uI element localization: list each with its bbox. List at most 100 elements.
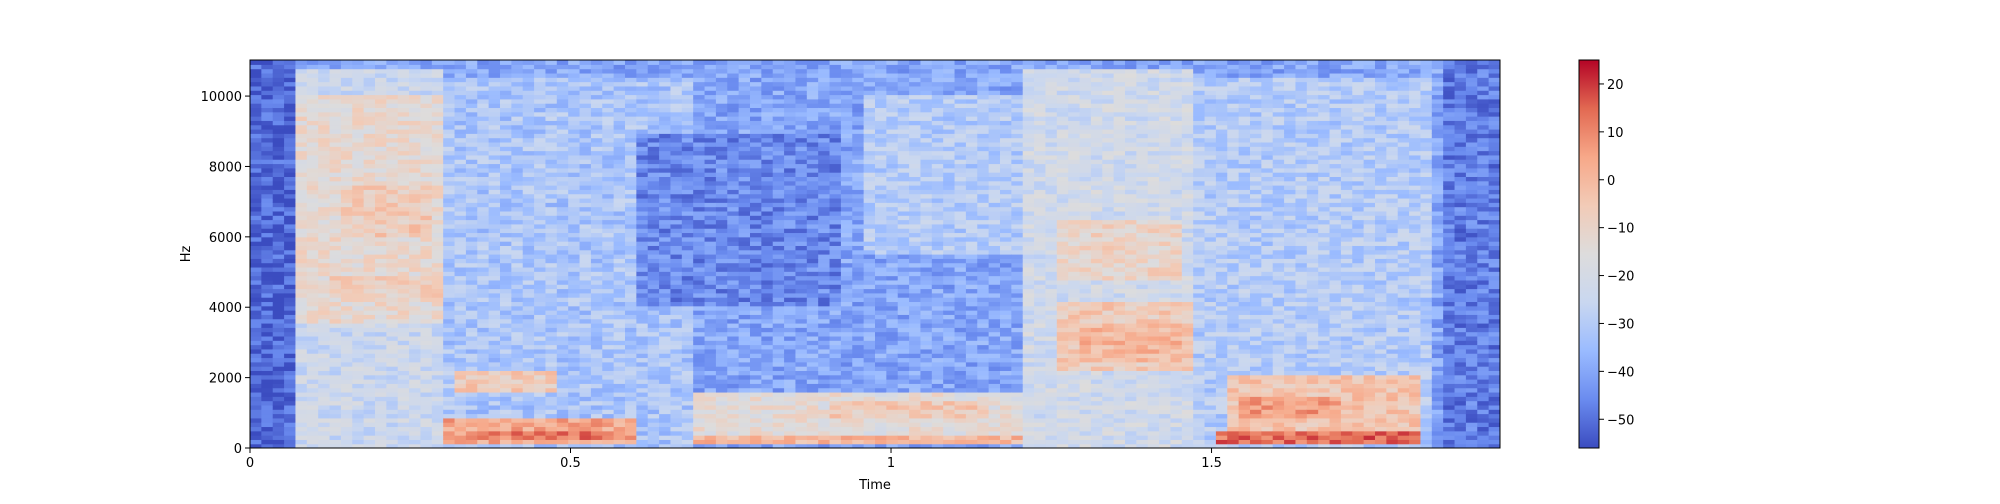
- spectrogram-cell: [318, 271, 331, 277]
- spectrogram-cell: [681, 245, 694, 251]
- spectrogram-cell: [284, 245, 297, 251]
- spectrogram-cell: [386, 357, 399, 363]
- spectrogram-cell: [318, 288, 331, 294]
- spectrogram-cell: [863, 120, 876, 126]
- spectrogram-cell: [738, 68, 751, 74]
- spectrogram-cell: [397, 374, 410, 380]
- spectrogram-cell: [488, 249, 501, 255]
- spectrogram-cell: [488, 279, 501, 285]
- spectrogram-cell: [556, 141, 569, 147]
- spectrogram-cell: [420, 366, 433, 371]
- spectrogram-cell: [863, 292, 876, 298]
- spectrogram-cell: [750, 348, 762, 354]
- spectrogram-cell: [863, 422, 876, 428]
- spectrogram-cell: [875, 301, 887, 307]
- spectrogram-cell: [534, 254, 547, 259]
- spectrogram-cell: [579, 396, 592, 402]
- spectrogram-cell: [670, 435, 683, 440]
- spectrogram-cell: [693, 301, 706, 307]
- spectrogram-cell: [852, 443, 865, 448]
- spectrogram-cell: [818, 331, 831, 337]
- spectrogram-cell: [556, 396, 569, 402]
- spectrogram-cell: [784, 422, 797, 428]
- spectrogram-cell: [738, 81, 751, 87]
- spectrogram-cell: [556, 85, 569, 91]
- spectrogram-cell: [602, 348, 615, 354]
- spectrogram-cell: [840, 335, 853, 341]
- spectrogram-cell: [375, 64, 387, 70]
- spectrogram-cell: [840, 439, 853, 445]
- spectrogram-cell: [534, 236, 547, 242]
- spectrogram-cell: [636, 176, 649, 182]
- spectrogram-cell: [488, 353, 501, 359]
- spectrogram-cell: [761, 241, 774, 246]
- spectrogram-cell: [375, 81, 387, 87]
- spectrogram-cell: [761, 64, 774, 70]
- spectrogram-cell: [375, 396, 387, 402]
- spectrogram-cell: [397, 159, 410, 165]
- spectrogram-cell: [477, 340, 490, 346]
- spectrogram-cell: [534, 271, 547, 277]
- spectrogram-cell: [750, 72, 762, 78]
- spectrogram-cell: [795, 409, 808, 415]
- spectrogram-cell: [545, 404, 558, 410]
- spectrogram-cell: [488, 176, 501, 182]
- spectrogram-cell: [295, 443, 308, 448]
- spectrogram-cell: [784, 167, 797, 173]
- spectrogram-cell: [318, 172, 331, 177]
- spectrogram-cell: [511, 297, 524, 303]
- spectrogram-cell: [704, 271, 717, 277]
- spectrogram-cell: [420, 163, 433, 169]
- spectrogram-cell: [840, 111, 853, 117]
- spectrogram-cell: [761, 133, 774, 139]
- spectrogram-cell: [613, 103, 626, 109]
- spectrogram-cell: [863, 107, 876, 113]
- spectrogram-cell: [840, 275, 853, 281]
- spectrogram-cell: [443, 72, 456, 78]
- spectrogram-cell: [738, 344, 751, 350]
- spectrogram-cell: [761, 232, 774, 238]
- spectrogram-cell: [386, 137, 399, 143]
- spectrogram-cell: [681, 370, 694, 376]
- spectrogram-cell: [772, 348, 785, 354]
- spectrogram-cell: [352, 232, 365, 238]
- spectrogram-cell: [454, 443, 467, 448]
- spectrogram-cell: [795, 210, 808, 216]
- spectrogram-cell: [818, 288, 831, 294]
- spectrogram-cell: [488, 331, 501, 337]
- spectrogram-cell: [715, 137, 728, 143]
- spectrogram-cell: [693, 284, 706, 290]
- spectrogram-cell: [511, 292, 524, 298]
- spectrogram-cell: [852, 236, 865, 242]
- spectrogram-cell: [534, 292, 547, 298]
- spectrogram-cell: [409, 172, 422, 177]
- spectrogram-cell: [659, 288, 672, 294]
- spectrogram-cell: [386, 94, 399, 100]
- spectrogram-cell: [522, 322, 535, 328]
- spectrogram-cell: [863, 116, 876, 121]
- spectrogram-cell: [443, 249, 456, 255]
- spectrogram-cell: [647, 215, 660, 221]
- spectrogram-cell: [806, 103, 819, 109]
- spectrogram-cell: [431, 404, 444, 410]
- spectrogram-cell: [590, 159, 603, 165]
- spectrogram-cell: [306, 383, 319, 389]
- spectrogram-cell: [443, 404, 456, 410]
- spectrogram-cell: [738, 60, 751, 65]
- spectrogram-cell: [465, 202, 478, 208]
- spectrogram-cell: [818, 430, 831, 436]
- spectrogram-cell: [715, 279, 728, 285]
- spectrogram-cell: [613, 258, 626, 264]
- spectrogram-cell: [534, 180, 547, 186]
- spectrogram-cell: [443, 223, 456, 229]
- spectrogram-cell: [761, 172, 774, 177]
- spectrogram-cell: [488, 236, 501, 242]
- spectrogram-cell: [693, 197, 706, 203]
- spectrogram-cell: [806, 275, 819, 281]
- spectrogram-cell: [545, 180, 558, 186]
- spectrogram-cell: [829, 232, 842, 238]
- spectrogram-cell: [715, 318, 728, 324]
- spectrogram-cell: [727, 331, 740, 337]
- spectrogram-cell: [363, 435, 376, 440]
- spectrogram-cell: [715, 60, 728, 65]
